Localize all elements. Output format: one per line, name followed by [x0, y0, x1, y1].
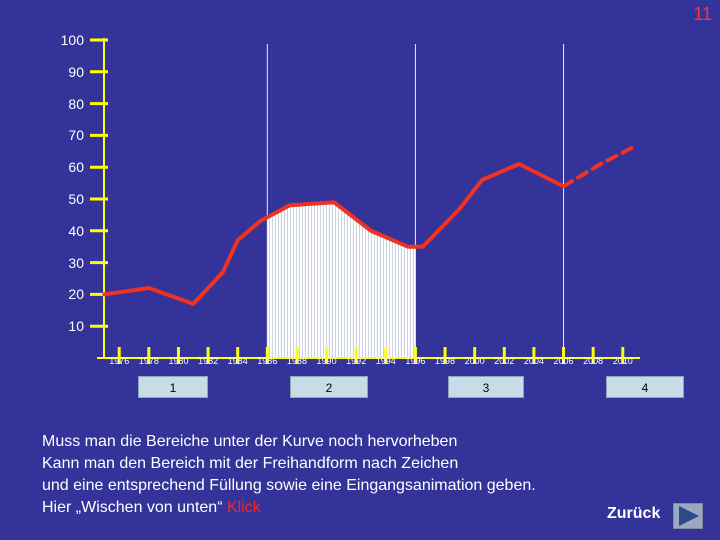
x-tick-label: 1990 [316, 356, 337, 366]
x-tick-label: 1984 [227, 356, 248, 366]
play-triangle-icon[interactable] [673, 503, 703, 529]
text-line-1: Muss man die Bereiche unter der Kurve no… [42, 433, 458, 450]
text-line-2: Kann man den Bereich mit der Freihandfor… [42, 455, 459, 472]
text-line-3: und eine entsprechend Füllung sowie eine… [42, 477, 536, 494]
data-line [102, 162, 566, 306]
x-tick-label: 1994 [375, 356, 396, 366]
x-tick-label: 1992 [346, 356, 367, 366]
forecast-line [561, 142, 640, 189]
x-tick-label: 2008 [583, 356, 604, 366]
segment-button-3[interactable]: 3 [448, 376, 524, 398]
y-tick-label: 100 [60, 32, 84, 48]
x-tick-label: 1996 [405, 356, 426, 366]
x-tick-label: 1982 [198, 356, 219, 366]
highlight-hatch [268, 202, 414, 358]
x-tick-label: 1988 [286, 356, 307, 366]
body-text: Muss man die Bereiche unter der Kurve no… [42, 431, 536, 519]
segment-button-2[interactable]: 2 [290, 376, 368, 398]
y-tick-label: 80 [68, 95, 84, 112]
y-tick-label: 10 [68, 318, 84, 335]
x-tick-label: 2006 [553, 356, 574, 366]
y-tick-label: 70 [68, 127, 84, 144]
text-line-4: Hier „Wischen von unten“ Klick [42, 497, 536, 519]
page-number: 11 [693, 4, 712, 24]
x-tick-label: 2002 [494, 356, 515, 366]
y-tick-label: 30 [68, 254, 84, 271]
text-line-4-label: Hier „Wischen von unten“ [42, 499, 227, 516]
x-tick-label: 2010 [612, 356, 633, 366]
x-tick-label: 1986 [257, 356, 278, 366]
segment-button-4[interactable]: 4 [606, 376, 684, 398]
x-tick-label: 1976 [109, 356, 130, 366]
klick-link[interactable]: Klick [226, 499, 261, 516]
y-tick-label: 40 [68, 222, 84, 239]
back-link[interactable]: Zurück [607, 505, 661, 522]
y-tick-label: 50 [68, 191, 84, 207]
y-tick-label: 20 [68, 286, 84, 303]
segment-button-1[interactable]: 1 [138, 376, 208, 398]
x-tick-label: 2000 [464, 356, 485, 366]
x-tick-label: 1980 [168, 356, 189, 366]
y-tick-label: 60 [68, 159, 84, 176]
x-tick-label: 2004 [523, 356, 544, 366]
x-tick-label: 1998 [435, 356, 456, 366]
y-tick-label: 90 [68, 63, 84, 80]
x-tick-label: 1978 [138, 356, 159, 366]
